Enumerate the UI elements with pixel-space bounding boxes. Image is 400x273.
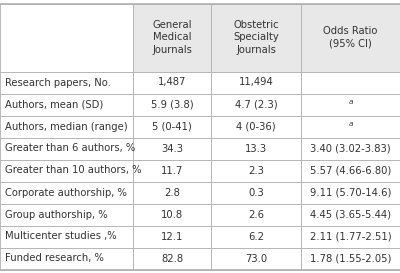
Bar bbox=[301, 159, 400, 182]
Bar bbox=[133, 248, 211, 269]
Bar bbox=[301, 72, 400, 93]
Text: Greater than 10 authors, %: Greater than 10 authors, % bbox=[5, 165, 142, 176]
Text: 9.11 (5.70-14.6): 9.11 (5.70-14.6) bbox=[310, 188, 391, 197]
Text: Group authorship, %: Group authorship, % bbox=[5, 209, 108, 219]
Bar bbox=[301, 248, 400, 269]
Text: 2.6: 2.6 bbox=[248, 209, 264, 219]
Bar bbox=[0, 93, 133, 115]
Text: Funded research, %: Funded research, % bbox=[5, 254, 104, 263]
Text: a: a bbox=[348, 121, 353, 127]
Bar bbox=[301, 203, 400, 225]
Bar bbox=[0, 72, 133, 93]
Text: 2.3: 2.3 bbox=[248, 165, 264, 176]
Text: 10.8: 10.8 bbox=[161, 209, 183, 219]
Bar bbox=[133, 182, 211, 203]
Text: Obstetric
Specialty
Journals: Obstetric Specialty Journals bbox=[233, 20, 279, 55]
Text: 1,487: 1,487 bbox=[158, 78, 186, 88]
Bar bbox=[133, 138, 211, 159]
Bar bbox=[211, 159, 301, 182]
Text: 5 (0-41): 5 (0-41) bbox=[152, 121, 192, 132]
Text: 5.57 (4.66-6.80): 5.57 (4.66-6.80) bbox=[310, 165, 391, 176]
Text: 3.40 (3.02-3.83): 3.40 (3.02-3.83) bbox=[310, 144, 391, 153]
Bar bbox=[301, 93, 400, 115]
Text: Research papers, No.: Research papers, No. bbox=[5, 78, 111, 88]
Bar bbox=[133, 225, 211, 248]
Bar bbox=[211, 182, 301, 203]
Bar bbox=[133, 115, 211, 138]
Text: 6.2: 6.2 bbox=[248, 232, 264, 242]
Text: Authors, mean (SD): Authors, mean (SD) bbox=[5, 99, 103, 109]
Text: 4.45 (3.65-5.44): 4.45 (3.65-5.44) bbox=[310, 209, 391, 219]
Text: 1.78 (1.55-2.05): 1.78 (1.55-2.05) bbox=[310, 254, 391, 263]
Text: Odds Ratio
(95% CI): Odds Ratio (95% CI) bbox=[323, 26, 378, 49]
Text: 11.7: 11.7 bbox=[161, 165, 183, 176]
Bar bbox=[211, 72, 301, 93]
Bar bbox=[211, 203, 301, 225]
Text: 2.8: 2.8 bbox=[164, 188, 180, 197]
Bar bbox=[133, 203, 211, 225]
Bar bbox=[0, 159, 133, 182]
Text: 82.8: 82.8 bbox=[161, 254, 183, 263]
Text: General
Medical
Journals: General Medical Journals bbox=[152, 20, 192, 55]
Text: 34.3: 34.3 bbox=[161, 144, 183, 153]
Bar bbox=[133, 93, 211, 115]
Text: 11,494: 11,494 bbox=[239, 78, 273, 88]
Bar bbox=[301, 138, 400, 159]
Bar bbox=[301, 182, 400, 203]
Text: a: a bbox=[348, 99, 353, 105]
Bar bbox=[211, 115, 301, 138]
Bar bbox=[0, 138, 133, 159]
Bar bbox=[0, 225, 133, 248]
Bar bbox=[0, 115, 133, 138]
Bar bbox=[211, 4, 301, 72]
Text: 4 (0-36): 4 (0-36) bbox=[236, 121, 276, 132]
Bar bbox=[211, 93, 301, 115]
Bar bbox=[211, 138, 301, 159]
Bar bbox=[0, 248, 133, 269]
Bar bbox=[133, 159, 211, 182]
Text: 2.11 (1.77-2.51): 2.11 (1.77-2.51) bbox=[310, 232, 391, 242]
Text: 5.9 (3.8): 5.9 (3.8) bbox=[151, 99, 193, 109]
Bar bbox=[211, 248, 301, 269]
Bar bbox=[211, 225, 301, 248]
Bar bbox=[133, 72, 211, 93]
Text: Corporate authorship, %: Corporate authorship, % bbox=[5, 188, 127, 197]
Text: Multicenter studies ,%: Multicenter studies ,% bbox=[5, 232, 117, 242]
Text: Authors, median (range): Authors, median (range) bbox=[5, 121, 128, 132]
Text: 4.7 (2.3): 4.7 (2.3) bbox=[235, 99, 277, 109]
Bar bbox=[301, 115, 400, 138]
Text: 12.1: 12.1 bbox=[161, 232, 183, 242]
Text: 13.3: 13.3 bbox=[245, 144, 267, 153]
Bar bbox=[133, 4, 211, 72]
Bar bbox=[0, 203, 133, 225]
Bar bbox=[301, 4, 400, 72]
Text: Greater than 6 authors, %: Greater than 6 authors, % bbox=[5, 144, 135, 153]
Text: 73.0: 73.0 bbox=[245, 254, 267, 263]
Bar bbox=[0, 182, 133, 203]
Bar bbox=[301, 225, 400, 248]
Bar bbox=[0, 4, 133, 72]
Text: 0.3: 0.3 bbox=[248, 188, 264, 197]
